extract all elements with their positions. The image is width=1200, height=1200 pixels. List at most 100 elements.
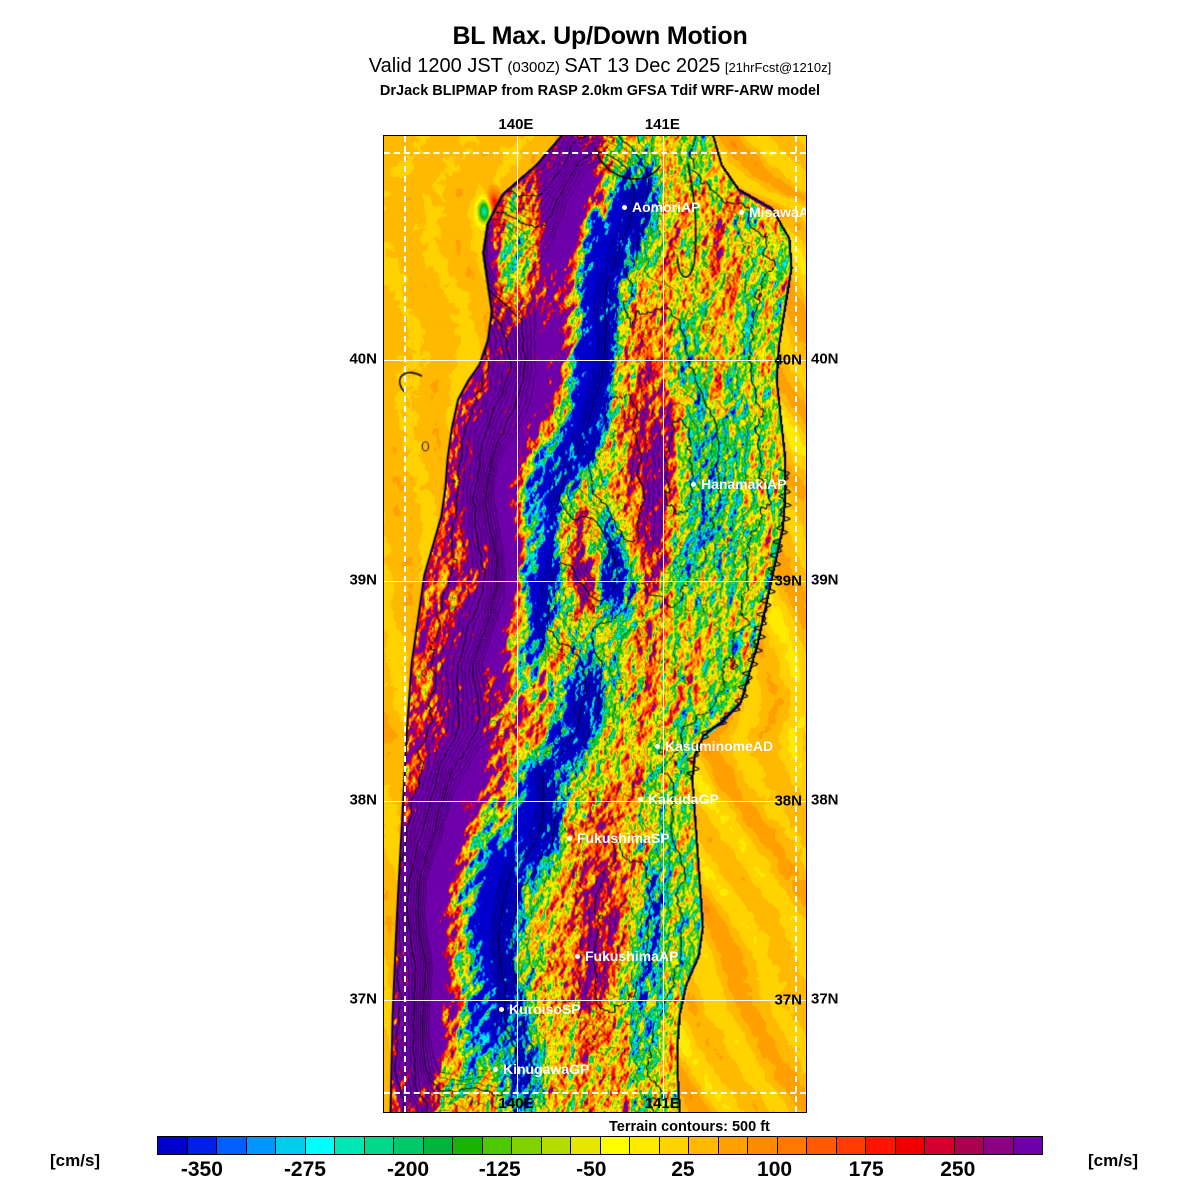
station-marker-misawaad: MisawaAD [739,204,806,220]
domain-boundary-dashed [384,1092,806,1094]
colorbar-swatch [394,1137,424,1154]
graticule-longitude-line [517,136,518,1112]
station-marker-kasuminomead: KasuminomeAD [655,739,773,753]
colorbar-swatch [689,1137,719,1154]
lat-tick-left: 38N [349,791,377,809]
station-marker-fukushimaap: FukushimaAP [575,949,678,963]
colorbar-swatch [217,1137,247,1154]
colorbar-swatch [659,1137,689,1154]
lat-tick-right: 38N [811,791,839,809]
colorbar-swatch [836,1137,866,1154]
colorbar-swatch [600,1137,630,1154]
station-label: HanamakiAP [701,476,787,492]
valid-time-utc: (0300Z) [507,59,560,76]
colorbar-swatch [984,1137,1014,1154]
colorbar-tick: -275 [283,1158,326,1181]
lat-tick-right: 39N [811,571,839,589]
colorbar-tick: 175 [848,1158,884,1181]
station-marker-kuroisosp: KuroisoSP [499,1002,581,1016]
domain-boundary-dashed [795,136,797,1112]
colorbar-tick: -200 [387,1158,430,1181]
lat-tick-inner: 38N [774,792,802,810]
colorbar-tick: 250 [940,1158,976,1181]
domain-boundary-dashed [404,136,406,1112]
colorbar-swatch [777,1137,807,1154]
colorbar-swatch [246,1137,276,1154]
station-label: KuroisoSP [509,1001,581,1017]
station-dot-icon [575,953,580,959]
page-title: BL Max. Up/Down Motion [452,22,748,50]
lat-tick-right: 37N [811,990,839,1008]
station-label: FukushimaSP [577,830,670,846]
colorbar-swatch [895,1137,925,1154]
station-dot-icon [567,835,572,841]
colorbar-tick: -125 [478,1158,521,1181]
forecast-tag: [21hrFcst@1210z] [724,60,832,75]
valid-date: SAT 13 Dec 2025 [564,55,721,77]
station-label: KasuminomeAD [665,738,774,754]
station-label: AomoriAP [632,199,701,215]
map-raster-layer [384,136,806,1112]
lon-tick-bottom: 140E [498,1095,534,1112]
station-marker-aomoriap: AomoriAP [622,200,700,214]
colorbar-swatch [571,1137,601,1154]
station-label: KakudaGP [648,791,719,807]
valid-time-prefix: Valid 1200 JST [368,55,503,77]
colorbar-units-right: [cm/s] [1088,1151,1139,1170]
forecast-map[interactable]: AomoriAP MisawaAD HanamakiAP KasuminomeAD Ka… [383,135,807,1113]
station-dot-icon [739,209,744,215]
station-dot-icon [655,743,660,749]
colorbar-tick: -50 [576,1158,607,1181]
lat-tick-inner: 37N [774,991,802,1009]
station-dot-icon [493,1066,498,1072]
title-block: BL Max. Up/Down Motion Valid 1200 JST (0… [0,22,1200,100]
terrain-contour-note: Terrain contours: 500 ft [609,1119,770,1135]
station-dot-icon [622,204,627,210]
graticule-latitude-line [384,581,806,582]
colorbar-legend: [cm/s] [cm/s] -350 -275 -200 -125 -50 25 100 17… [0,1134,1200,1194]
lon-tick-top: 141E [644,116,680,133]
domain-boundary-dashed [384,152,806,154]
colorbar-swatch [925,1137,955,1154]
colorbar-swatches[interactable] [157,1136,1043,1155]
model-description: DrJack BLIPMAP from RASP 2.0km GFSA Tdif… [379,83,821,99]
colorbar-swatch [512,1137,542,1154]
station-dot-icon [691,481,696,487]
station-dot-icon [499,1006,504,1012]
lat-tick-inner: 39N [774,572,802,590]
colorbar-swatch [335,1137,365,1154]
colorbar-swatch [541,1137,571,1154]
colorbar-swatch [718,1137,748,1154]
colorbar-swatch [482,1137,512,1154]
colorbar-swatch [807,1137,837,1154]
colorbar-swatch [364,1137,394,1154]
colorbar-tick: 25 [671,1158,695,1181]
graticule-latitude-line [384,360,806,361]
colorbar-swatch [1013,1137,1042,1154]
colorbar-tick: 100 [757,1158,793,1181]
station-marker-fukushimasp: FukushimaSP [567,831,670,845]
station-marker-hanamakiap: HanamakiAP [691,477,787,491]
station-marker-kakudagp: KakudaGP [638,792,719,806]
graticule-latitude-line [384,1000,806,1001]
colorbar-units-left: [cm/s] [50,1151,101,1170]
station-dot-icon [638,796,643,802]
station-label: MisawaAD [749,204,806,220]
colorbar-swatch [630,1137,660,1154]
lat-tick-left: 40N [349,350,377,368]
colorbar-swatch [453,1137,483,1154]
colorbar-swatch [748,1137,778,1154]
station-label: FukushimaAP [585,948,679,964]
station-marker-kinugawagp: KinugawaGP [493,1062,589,1076]
lon-tick-top: 140E [498,116,534,133]
lat-tick-inner: 40N [774,351,802,369]
graticule-longitude-line [663,136,664,1112]
colorbar-swatch [954,1137,984,1154]
colorbar-tick-labels: -350 -275 -200 -125 -50 25 100 175 250 [157,1158,1043,1184]
lat-tick-left: 39N [349,571,377,589]
lat-tick-right: 40N [811,350,839,368]
graticule-latitude-line [384,801,806,802]
colorbar-swatch [423,1137,453,1154]
lat-tick-left: 37N [349,990,377,1008]
colorbar-swatch [276,1137,306,1154]
